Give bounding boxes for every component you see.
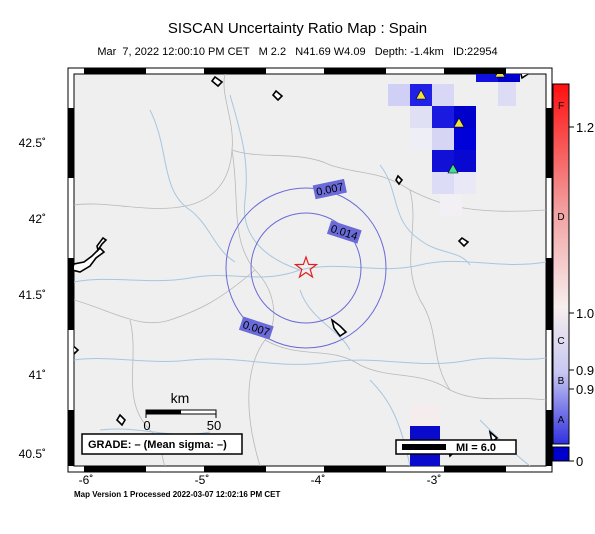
contour-label-outer-top: 0.007 [315, 181, 344, 198]
longitude-labels: -6˚ -5˚ -4˚ -3˚ [79, 473, 442, 487]
colorbar-label-1-0: 1.0 [576, 306, 594, 321]
rivers [74, 94, 546, 466]
colorbar-label-0-9a: 0.9 [576, 363, 594, 378]
uncertainty-contours [225, 187, 387, 349]
latitude-labels: 42.5˚ 42˚ 41.5˚ 41˚ 40.5˚ [19, 136, 46, 461]
colorbar-label-0-9b: 0.9 [576, 382, 594, 397]
grade-text: GRADE: – (Mean sigma: –) [88, 439, 227, 451]
event-info: Mar 7, 2022 12:00:10 PM CET M 2.2 N41.69… [97, 46, 498, 58]
lat-label-41-5: 41.5˚ [19, 288, 46, 302]
lon-label-6: -6˚ [79, 473, 94, 487]
lat-label-40-5: 40.5˚ [19, 447, 46, 461]
map-title: SISCAN Uncertainty Ratio Map : Spain [167, 20, 428, 37]
contour-labels: 0.007 0.014 0.007 [238, 178, 362, 340]
colorbar-letter-f: F [558, 101, 564, 112]
lat-label-42-5: 42.5˚ [19, 136, 46, 150]
colorbar: F D C B A 1.2 1.0 0.9 0.9 0 [552, 83, 594, 469]
colorbar-letter-b: B [558, 376, 565, 387]
lat-label-41: 41˚ [29, 368, 46, 382]
uncertainty-cells [388, 74, 520, 466]
map-version-footer: Map Version 1 Processed 2022-03-07 12:02… [74, 490, 281, 499]
scale-bar: km 0 50 [143, 390, 221, 433]
mi-text: MI = 6.0 [456, 442, 496, 454]
mi-box: MI = 6.0 [395, 439, 517, 455]
grade-box: GRADE: – (Mean sigma: –) [81, 433, 243, 455]
station-markers [415, 74, 506, 174]
colorbar-letter-a: A [558, 415, 565, 426]
scale-unit: km [171, 390, 190, 406]
lon-label-3: -3˚ [427, 473, 442, 487]
lon-label-4: -4˚ [311, 473, 326, 487]
scale-tick-0: 0 [143, 418, 150, 433]
colorbar-letter-d: D [557, 212, 564, 223]
frame-ticks [68, 68, 552, 472]
lat-label-42: 42˚ [29, 212, 46, 226]
colorbar-label-0: 0 [576, 454, 583, 469]
colorbar-label-1-2: 1.2 [576, 120, 594, 135]
scale-tick-50: 50 [207, 418, 221, 433]
epicenter-star-icon [293, 255, 319, 279]
lon-label-5: -5˚ [195, 473, 210, 487]
colorbar-letter-c: C [557, 336, 564, 347]
